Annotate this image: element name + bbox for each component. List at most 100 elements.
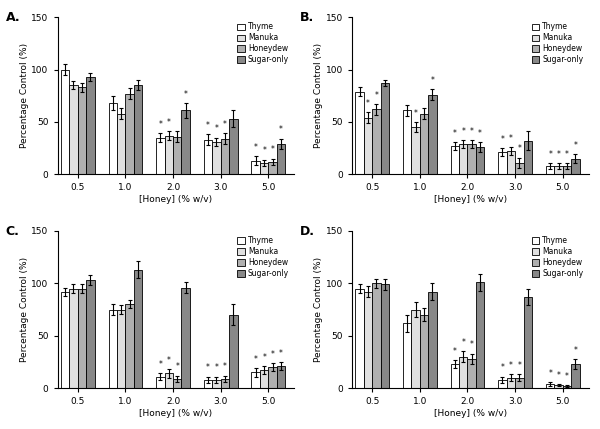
Text: *: * bbox=[167, 356, 171, 365]
Bar bbox=[86, 280, 95, 388]
Bar bbox=[507, 151, 515, 174]
Text: *: * bbox=[565, 372, 569, 381]
Text: *: * bbox=[271, 145, 275, 154]
Bar bbox=[412, 309, 420, 388]
Bar bbox=[563, 166, 571, 174]
Text: *: * bbox=[262, 146, 266, 155]
Bar bbox=[61, 292, 69, 388]
Text: *: * bbox=[374, 91, 379, 100]
Bar bbox=[181, 287, 190, 388]
Bar bbox=[78, 289, 86, 388]
Bar bbox=[420, 114, 428, 174]
Text: *: * bbox=[548, 369, 552, 378]
Legend: Thyme, Manuka, Honeydew, Sugar-only: Thyme, Manuka, Honeydew, Sugar-only bbox=[530, 21, 585, 66]
Text: *: * bbox=[565, 150, 569, 159]
Bar bbox=[459, 356, 467, 388]
Text: *: * bbox=[262, 353, 266, 362]
Bar bbox=[380, 284, 389, 388]
Text: *: * bbox=[500, 135, 505, 144]
X-axis label: [Honey] (% w/v): [Honey] (% w/v) bbox=[139, 409, 212, 418]
Bar bbox=[571, 159, 580, 174]
Bar bbox=[554, 385, 563, 388]
Bar bbox=[507, 378, 515, 388]
Bar bbox=[364, 118, 372, 174]
Text: B.: B. bbox=[300, 11, 314, 24]
Legend: Thyme, Manuka, Honeydew, Sugar-only: Thyme, Manuka, Honeydew, Sugar-only bbox=[236, 21, 290, 66]
Text: *: * bbox=[574, 345, 577, 354]
Text: *: * bbox=[574, 141, 577, 150]
Bar bbox=[134, 270, 142, 388]
Text: *: * bbox=[548, 150, 552, 159]
Bar bbox=[476, 147, 484, 174]
Text: *: * bbox=[254, 355, 257, 364]
Bar bbox=[117, 309, 125, 388]
Y-axis label: Percentage Control (%): Percentage Control (%) bbox=[20, 257, 29, 362]
Text: *: * bbox=[279, 349, 283, 358]
Text: *: * bbox=[167, 118, 171, 127]
Text: *: * bbox=[509, 134, 513, 143]
Bar bbox=[467, 144, 476, 174]
Bar bbox=[134, 85, 142, 174]
Y-axis label: Percentage Control (%): Percentage Control (%) bbox=[314, 43, 323, 148]
Bar bbox=[515, 163, 524, 174]
Text: *: * bbox=[158, 120, 163, 129]
Bar bbox=[268, 162, 277, 174]
Bar bbox=[355, 91, 364, 174]
Text: *: * bbox=[279, 125, 283, 134]
Bar bbox=[164, 373, 173, 388]
Bar bbox=[277, 366, 285, 388]
Bar bbox=[451, 146, 459, 174]
Text: *: * bbox=[184, 90, 188, 99]
Legend: Thyme, Manuka, Honeydew, Sugar-only: Thyme, Manuka, Honeydew, Sugar-only bbox=[530, 235, 585, 280]
Text: *: * bbox=[254, 143, 257, 152]
Bar bbox=[69, 85, 78, 174]
Text: *: * bbox=[271, 350, 275, 359]
Bar bbox=[181, 110, 190, 174]
Text: *: * bbox=[517, 361, 521, 370]
Bar bbox=[563, 386, 571, 388]
Bar bbox=[156, 377, 164, 388]
X-axis label: [Honey] (% w/v): [Honey] (% w/v) bbox=[139, 195, 212, 204]
Bar bbox=[372, 109, 380, 174]
Text: *: * bbox=[509, 361, 513, 370]
Bar bbox=[229, 119, 238, 174]
Text: *: * bbox=[470, 127, 473, 136]
Bar bbox=[451, 364, 459, 388]
Y-axis label: Percentage Control (%): Percentage Control (%) bbox=[20, 43, 29, 148]
Bar bbox=[372, 283, 380, 388]
Bar bbox=[467, 359, 476, 388]
Text: *: * bbox=[461, 338, 465, 347]
Bar bbox=[498, 152, 507, 174]
Bar bbox=[221, 379, 229, 388]
Bar bbox=[420, 315, 428, 388]
Bar bbox=[69, 289, 78, 388]
Bar bbox=[364, 292, 372, 388]
Bar bbox=[260, 163, 268, 174]
Bar bbox=[164, 136, 173, 174]
Text: *: * bbox=[158, 360, 163, 369]
Bar bbox=[546, 166, 554, 174]
Bar bbox=[125, 94, 134, 174]
Bar bbox=[403, 323, 412, 388]
Text: *: * bbox=[453, 129, 457, 138]
Text: *: * bbox=[431, 76, 434, 85]
Text: *: * bbox=[223, 363, 227, 372]
Text: *: * bbox=[206, 363, 210, 372]
Text: *: * bbox=[175, 363, 179, 372]
Bar bbox=[268, 367, 277, 388]
Bar bbox=[173, 379, 181, 388]
Bar bbox=[221, 139, 229, 174]
Bar bbox=[476, 282, 484, 388]
X-axis label: [Honey] (% w/v): [Honey] (% w/v) bbox=[434, 195, 507, 204]
Bar bbox=[212, 142, 221, 174]
Bar bbox=[524, 297, 532, 388]
Bar bbox=[554, 166, 563, 174]
Bar bbox=[204, 140, 212, 174]
Text: *: * bbox=[215, 363, 218, 372]
Bar bbox=[125, 304, 134, 388]
Bar bbox=[380, 83, 389, 174]
Bar bbox=[86, 77, 95, 174]
Text: *: * bbox=[470, 340, 473, 349]
Text: *: * bbox=[557, 371, 560, 380]
Text: *: * bbox=[215, 124, 218, 133]
